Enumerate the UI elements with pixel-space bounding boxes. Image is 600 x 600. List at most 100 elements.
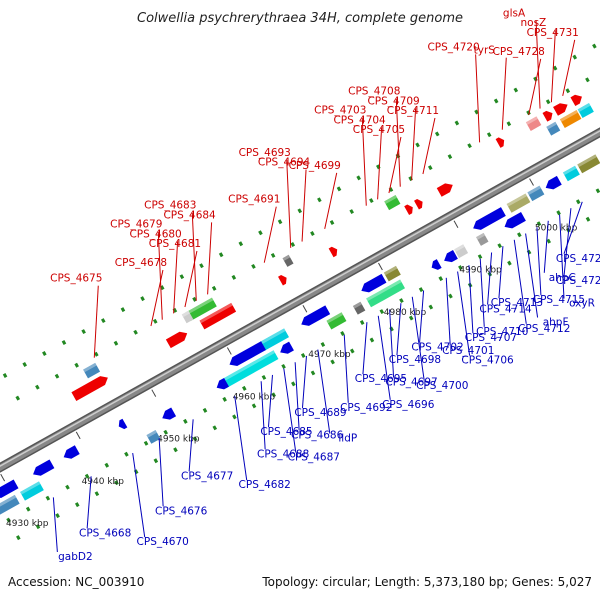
gene-arrow-shape xyxy=(280,341,294,354)
gene-label-forward: CPS_4680 xyxy=(129,228,181,240)
leader-line-forward xyxy=(501,57,507,130)
gene-box-shape xyxy=(185,297,217,322)
gene-box-shape xyxy=(527,185,545,202)
guide-dot xyxy=(222,396,227,402)
gene-box xyxy=(146,430,161,444)
gene-label-forward: CPS_4705 xyxy=(353,124,405,136)
guide-dot xyxy=(418,287,424,293)
leader-line-reverse xyxy=(86,476,92,529)
gene-box-shine xyxy=(527,185,541,196)
gene-label-reverse: CPS_4706 xyxy=(461,355,514,367)
leader-line-reverse xyxy=(479,258,485,327)
gene-arrow-shape xyxy=(542,110,553,122)
guide-dot xyxy=(300,352,306,358)
gene-box xyxy=(185,297,217,322)
guide-dot xyxy=(329,220,335,225)
gene-arrow-shape xyxy=(361,273,387,293)
gene-box-shine xyxy=(454,244,465,252)
guide-dot xyxy=(232,414,237,420)
gene-box-shape xyxy=(476,232,489,246)
guide-dot xyxy=(552,65,558,71)
gene-label-reverse: CPS_4714 xyxy=(479,304,532,316)
gene-arrow xyxy=(229,341,266,367)
guide-dot xyxy=(251,263,256,269)
gene-box xyxy=(559,109,582,128)
gene-label-reverse: CPS_4695 xyxy=(355,373,407,385)
gene-box xyxy=(476,232,489,246)
guide-dot xyxy=(153,458,159,464)
guide-dot xyxy=(290,241,296,247)
leader-line-forward xyxy=(388,136,402,194)
gene-box-shine xyxy=(181,310,190,318)
gene-box xyxy=(525,116,542,131)
gene-box-shape xyxy=(562,165,580,182)
guide-dot xyxy=(517,232,522,238)
guide-dot xyxy=(369,337,375,343)
leader-line-reverse xyxy=(52,497,58,553)
gene-label-forward: CPS_4703 xyxy=(314,105,366,117)
gene-box-shine xyxy=(199,302,233,324)
gene-arrow-shape xyxy=(229,341,266,367)
gene-arrow-shape xyxy=(504,212,526,229)
gene-box-shine xyxy=(20,481,41,495)
gene-label-reverse: CPS_4688 xyxy=(257,448,309,460)
leader-line-forward xyxy=(301,169,307,242)
gene-arrow xyxy=(414,199,423,210)
label-leaders xyxy=(52,20,583,553)
gene-arrow-shape xyxy=(545,175,562,190)
guide-dot xyxy=(84,473,90,479)
gene-label-reverse: oxyR xyxy=(569,298,595,310)
tick-mark xyxy=(75,431,81,440)
leader-line-forward xyxy=(422,117,436,175)
gene-label-reverse: CPS_4701 xyxy=(442,345,494,357)
gene-arrow xyxy=(0,479,19,498)
gene-arrow xyxy=(63,445,80,459)
tick-mark xyxy=(226,347,232,355)
guide-dot xyxy=(212,425,218,431)
guide-dot xyxy=(35,384,40,390)
leader-line-forward xyxy=(377,127,383,200)
dotted-guides xyxy=(2,43,600,541)
guide-dot xyxy=(572,54,578,60)
guide-dot xyxy=(415,142,420,148)
gene-label-reverse: CPS_4697 xyxy=(385,377,437,389)
tick-mark xyxy=(151,389,157,397)
gene-box-shape xyxy=(577,154,600,174)
gene-label-forward: CPS_4731 xyxy=(527,27,579,39)
guide-dot xyxy=(317,197,322,203)
map-title: Colwellia psychrerythraea 34H, complete … xyxy=(137,11,463,26)
leader-line-reverse xyxy=(343,334,349,403)
guide-dot xyxy=(545,99,551,105)
gene-arrow-shape xyxy=(436,183,453,197)
gene-box xyxy=(506,193,531,213)
guide-dot xyxy=(369,198,374,204)
gene-label-forward: CPS_4693 xyxy=(239,147,291,159)
gene-label-reverse: CPS_4687 xyxy=(288,452,340,464)
gene-label-reverse: ahpC xyxy=(549,272,576,284)
gene-label-reverse: CPS_4724 xyxy=(556,253,600,265)
gene-box xyxy=(383,265,401,282)
guide-dot xyxy=(114,480,119,486)
guide-dot xyxy=(585,77,590,83)
gene-arrow-shape xyxy=(473,207,506,230)
gene-box-shine xyxy=(0,494,17,513)
guide-dot xyxy=(42,351,47,356)
genome-backbone xyxy=(0,127,600,473)
gene-box-shine xyxy=(282,254,291,261)
gene-box xyxy=(562,165,580,182)
gene-label-forward: CPS_4681 xyxy=(149,238,201,250)
gene-label-reverse: CPS_4698 xyxy=(389,354,441,366)
gene-box xyxy=(366,279,406,308)
tick-label: 5000 kbp xyxy=(535,223,578,233)
leader-line-reverse xyxy=(234,395,248,481)
gene-label-reverse: CPS_4689 xyxy=(294,407,346,419)
gene-label-forward: CPS_4684 xyxy=(163,209,216,221)
gene-box-shine xyxy=(384,195,398,205)
gene-arrow xyxy=(118,418,128,430)
gene-arrow-shape xyxy=(118,418,128,430)
guide-dot xyxy=(183,418,188,424)
guide-dot xyxy=(356,175,361,181)
tick-label: 4930 kbp xyxy=(6,519,49,529)
guide-dot xyxy=(340,331,345,336)
accession-text: Accession: NC_003910 xyxy=(8,575,144,589)
